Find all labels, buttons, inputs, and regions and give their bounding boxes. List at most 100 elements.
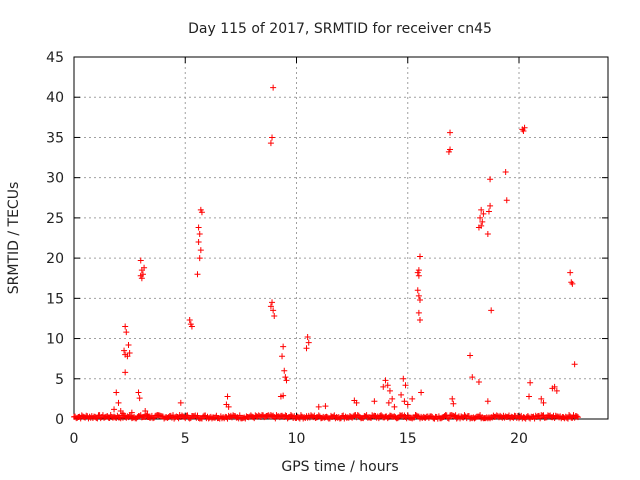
- data-point: [447, 129, 454, 136]
- data-point: [198, 209, 205, 216]
- y-tick-label: 25: [46, 211, 64, 227]
- x-tick-label: 20: [510, 431, 528, 447]
- data-point: [122, 369, 129, 376]
- data-point: [196, 255, 203, 262]
- data-point: [271, 313, 278, 320]
- data-point: [224, 393, 231, 400]
- data-point: [115, 399, 122, 406]
- data-point: [480, 210, 487, 217]
- baseline-point: [282, 412, 289, 419]
- data-point: [125, 341, 132, 348]
- data-point: [571, 361, 578, 368]
- data-point: [469, 374, 476, 381]
- data-point: [520, 128, 527, 135]
- data-point: [402, 382, 409, 389]
- data-point: [136, 395, 143, 402]
- data-point: [478, 206, 485, 213]
- data-point: [142, 407, 149, 414]
- data-point: [269, 299, 276, 306]
- y-tick-label: 35: [46, 130, 64, 146]
- y-tick-label: 30: [46, 171, 64, 187]
- data-point: [475, 378, 482, 385]
- data-point: [488, 307, 495, 314]
- data-point: [196, 230, 203, 237]
- data-point: [398, 391, 405, 398]
- data-point: [389, 395, 396, 402]
- data-point: [305, 339, 312, 346]
- data-point: [502, 169, 509, 176]
- data-point: [197, 247, 204, 254]
- data-point: [135, 389, 142, 396]
- data-point: [416, 253, 423, 260]
- data-point: [225, 403, 232, 410]
- data-point: [415, 309, 422, 316]
- data-point: [385, 399, 392, 406]
- data-point: [119, 410, 126, 417]
- data-point: [194, 271, 201, 278]
- axis-ticks: 0 5 10 15 20 0 5 10 15 20 25 30 35 40 45: [46, 50, 608, 447]
- data-point: [447, 146, 454, 153]
- chart-title: Day 115 of 2017, SRMTID for receiver cn4…: [188, 21, 492, 37]
- data-point: [277, 393, 284, 400]
- data-point: [479, 218, 486, 225]
- data-point: [281, 367, 288, 374]
- y-tick-label: 5: [55, 372, 64, 388]
- data-point: [475, 224, 482, 231]
- data-point: [384, 382, 391, 389]
- data-point: [283, 377, 290, 384]
- data-point: [503, 197, 510, 204]
- data-point: [449, 395, 456, 402]
- data-point: [567, 269, 574, 276]
- data-points: [71, 84, 581, 422]
- data-point: [409, 395, 416, 402]
- x-tick-label: 5: [181, 431, 190, 447]
- data-point: [188, 323, 195, 330]
- data-point: [279, 353, 286, 360]
- data-point: [122, 323, 129, 330]
- data-point: [137, 272, 144, 279]
- data-point: [111, 406, 118, 413]
- data-point: [269, 134, 276, 141]
- data-point: [270, 84, 277, 91]
- data-point: [304, 333, 311, 340]
- data-point: [280, 343, 287, 350]
- data-point: [128, 409, 135, 416]
- data-point: [416, 317, 423, 324]
- data-point: [124, 353, 131, 360]
- data-point: [137, 257, 144, 264]
- grid-lines: [74, 57, 608, 419]
- data-point: [404, 401, 411, 408]
- data-point: [186, 317, 193, 324]
- data-point: [484, 398, 491, 405]
- data-point: [415, 267, 422, 274]
- data-point: [353, 399, 360, 406]
- data-point: [195, 239, 202, 246]
- data-point: [526, 393, 533, 400]
- data-point: [303, 345, 310, 352]
- data-point: [527, 379, 534, 386]
- data-point: [553, 387, 560, 394]
- x-axis-label: GPS time / hours: [281, 459, 398, 475]
- y-axis-label: SRMTID / TECUs: [6, 182, 22, 295]
- data-point: [416, 296, 423, 303]
- data-point: [177, 399, 184, 406]
- x-tick-label: 0: [70, 431, 79, 447]
- y-tick-label: 0: [55, 412, 64, 428]
- data-point: [418, 389, 425, 396]
- data-point: [121, 347, 128, 354]
- data-point: [123, 329, 130, 336]
- data-point: [382, 377, 389, 384]
- y-tick-label: 10: [46, 332, 64, 348]
- data-point: [270, 307, 277, 314]
- data-point: [267, 303, 274, 310]
- data-point: [267, 140, 274, 147]
- data-point: [521, 124, 528, 131]
- data-point: [487, 176, 494, 183]
- data-point: [569, 280, 576, 287]
- data-point: [467, 352, 474, 359]
- data-point: [415, 292, 422, 299]
- data-point: [380, 383, 387, 390]
- x-tick-label: 15: [399, 431, 417, 447]
- y-tick-label: 20: [46, 251, 64, 267]
